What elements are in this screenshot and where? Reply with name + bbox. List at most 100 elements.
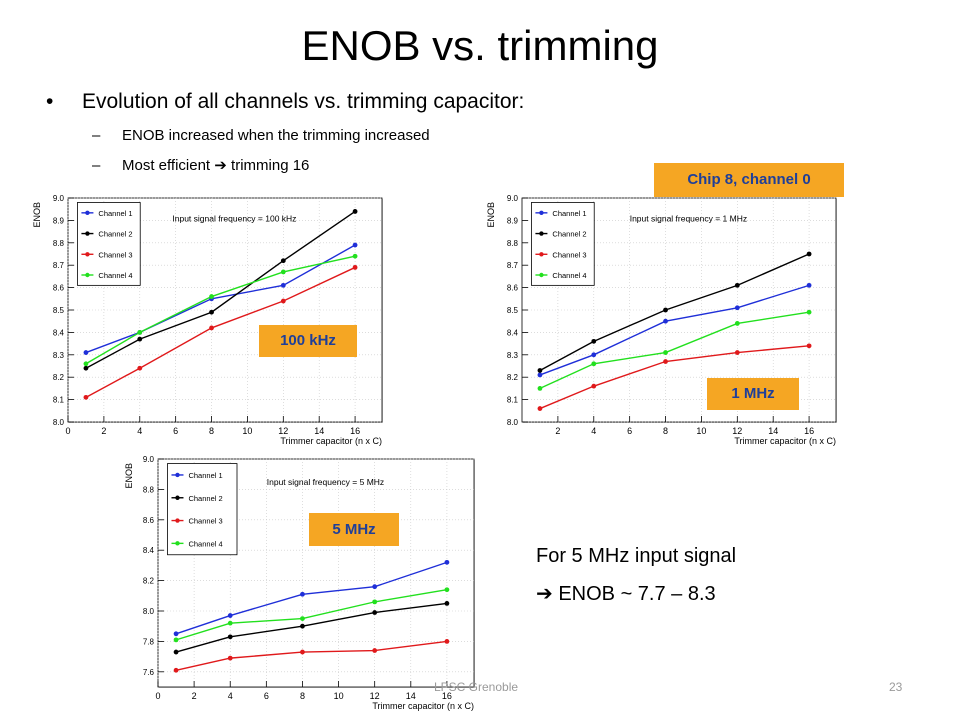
- y-tick-label: 8.8: [53, 239, 65, 248]
- data-point: [372, 648, 378, 653]
- data-point: [806, 343, 812, 349]
- legend-entry: Channel 2: [552, 230, 586, 239]
- legend-entry: Channel 1: [188, 471, 222, 480]
- y-tick-label: 7.8: [143, 637, 155, 646]
- data-point: [227, 613, 233, 618]
- data-point: [537, 406, 543, 411]
- bullet-dot-icon: •: [46, 90, 54, 113]
- data-point: [537, 368, 543, 373]
- data-point: [83, 365, 89, 371]
- data-point: [300, 591, 305, 597]
- x-axis-label: Trimmer capacitor (n x C): [280, 436, 382, 446]
- arrow-right-icon: ➔: [536, 583, 553, 605]
- y-tick-label: 8.4: [507, 328, 519, 337]
- y-tick-label: 8.6: [143, 516, 155, 525]
- x-tick-label: 6: [173, 426, 178, 436]
- legend-entry: Channel 3: [188, 517, 222, 526]
- sub-bullet-2-tail: trimming 16: [231, 157, 310, 174]
- y-tick-label: 8.1: [53, 396, 65, 405]
- data-point: [352, 209, 358, 214]
- x-tick-label: 12: [732, 426, 742, 436]
- y-tick-label: 9.0: [507, 194, 519, 203]
- legend-entry: Channel 3: [552, 250, 586, 259]
- data-point: [173, 649, 179, 655]
- y-axis-label: ENOB: [124, 463, 134, 489]
- legend-marker: [175, 541, 180, 546]
- arrow-right-icon: ➔: [214, 157, 227, 174]
- x-tick-label: 4: [228, 691, 233, 701]
- y-tick-label: 8.7: [507, 261, 519, 270]
- x-tick-label: 8: [209, 426, 214, 436]
- y-tick-label: 8.0: [53, 418, 65, 427]
- x-tick-label: 12: [370, 691, 380, 701]
- data-point: [137, 336, 143, 342]
- data-point: [734, 282, 740, 288]
- tag-100khz: 100 kHz: [259, 325, 357, 357]
- data-point: [372, 610, 378, 615]
- page-number: 23: [889, 680, 903, 694]
- legend-entry: Channel 2: [98, 230, 132, 239]
- y-tick-label: 9.0: [53, 194, 65, 203]
- y-tick-label: 8.2: [507, 373, 519, 382]
- data-point: [173, 667, 179, 673]
- data-point: [83, 361, 89, 367]
- sub-bullet-2-text: Most efficient ➔ trimming 16: [122, 156, 309, 176]
- legend-entry: Channel 1: [552, 209, 586, 218]
- summary-line-2-text: ENOB ~ 7.7 – 8.3: [558, 583, 716, 605]
- legend-marker: [85, 231, 90, 236]
- y-axis-label: ENOB: [486, 202, 496, 228]
- y-tick-label: 8.6: [507, 284, 519, 293]
- x-tick-label: 10: [242, 426, 252, 436]
- x-tick-label: 2: [555, 426, 560, 436]
- data-point: [209, 294, 214, 299]
- dash-icon: –: [92, 157, 101, 174]
- y-tick-label: 8.6: [53, 284, 65, 293]
- summary-line-1: For 5 MHz input signal: [536, 545, 737, 567]
- legend-marker: [175, 495, 180, 500]
- data-point: [280, 298, 286, 304]
- legend-entry: Channel 4: [98, 271, 132, 280]
- y-axis-label: ENOB: [32, 202, 42, 228]
- chart-annotation: Input signal frequency = 1 MHz: [630, 214, 747, 224]
- legend-box: [531, 202, 595, 286]
- y-tick-label: 8.8: [143, 485, 155, 494]
- data-point: [806, 251, 812, 257]
- data-point: [83, 394, 89, 400]
- x-tick-label: 6: [264, 691, 269, 701]
- x-tick-label: 14: [406, 691, 416, 701]
- y-tick-label: 8.9: [53, 216, 65, 225]
- data-point: [591, 361, 597, 367]
- x-tick-label: 14: [768, 426, 778, 436]
- data-point: [537, 386, 543, 391]
- y-tick-label: 8.9: [507, 216, 519, 225]
- x-tick-label: 0: [65, 426, 70, 436]
- legend-marker: [85, 272, 90, 278]
- legend-box: [167, 463, 238, 556]
- enob-plot-1mhz: 2 4 6 8 10 12 14 16 8.0 8.1 8.2 8.3 8.4 8.5 8.6 8.7 8.8 8…: [486, 194, 837, 446]
- y-tick-label: 8.5: [53, 306, 65, 315]
- x-tick-label: 16: [350, 426, 360, 436]
- data-point: [83, 350, 89, 355]
- y-tick-label: 8.2: [53, 373, 65, 382]
- legend-marker: [539, 210, 544, 216]
- data-point: [280, 258, 286, 264]
- legend-marker: [175, 518, 180, 523]
- data-point: [372, 599, 378, 605]
- legend-marker: [85, 252, 90, 257]
- y-tick-label: 7.6: [143, 668, 155, 677]
- enob-plot-100khz: 0 2 4 6 8 10 12 14 16 8.0 8.1 8.2 8.3 8.4 8.5 8.6 8.7 8.8…: [32, 194, 383, 446]
- data-point: [352, 242, 358, 248]
- data-point: [209, 325, 214, 331]
- chip-channel-tag: Chip 8, channel 0: [654, 163, 844, 197]
- data-point: [300, 649, 305, 655]
- data-point: [444, 587, 450, 593]
- dash-icon: –: [92, 127, 101, 144]
- y-tick-label: 8.1: [507, 396, 519, 405]
- x-tick-label: 10: [334, 691, 344, 701]
- data-point: [806, 309, 812, 315]
- chart-annotation: Input signal frequency = 100 kHz: [172, 214, 296, 224]
- data-point: [663, 307, 668, 313]
- x-tick-label: 10: [696, 426, 706, 436]
- data-point: [734, 305, 740, 311]
- data-point: [734, 321, 740, 326]
